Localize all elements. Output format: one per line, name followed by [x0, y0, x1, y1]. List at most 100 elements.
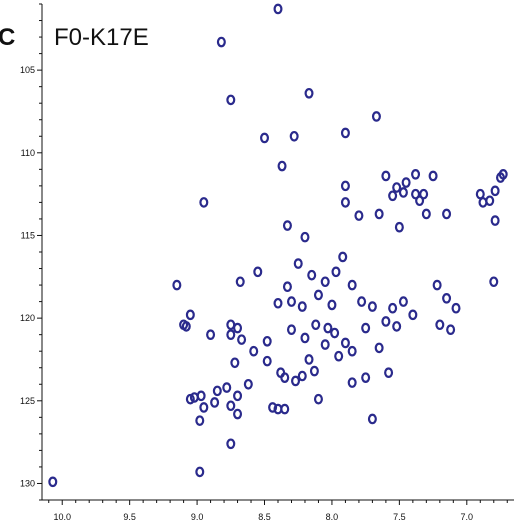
peak: [327, 299, 337, 311]
peak: [490, 215, 500, 226]
peak: [199, 197, 209, 208]
peak: [442, 208, 452, 220]
peak: [282, 220, 292, 231]
peak: [300, 332, 310, 344]
peak: [243, 378, 253, 390]
peak: [199, 402, 209, 413]
peak: [411, 188, 421, 200]
x-tick-label: 8.5: [258, 512, 271, 522]
peak: [392, 182, 402, 193]
peak: [313, 393, 323, 405]
peak: [48, 476, 58, 488]
peak: [226, 329, 236, 340]
peak: [300, 231, 310, 243]
y-tick-label: 130: [20, 478, 35, 488]
peak: [432, 279, 442, 291]
peak: [374, 208, 384, 220]
peak: [233, 408, 243, 420]
peak: [286, 296, 296, 307]
x-axis: 10.0 9.5 9.0 8.5 8.0 7.5 7.0: [48, 500, 508, 522]
peak: [307, 269, 317, 281]
peak: [313, 289, 323, 301]
peak: [347, 345, 357, 357]
peak: [185, 309, 195, 321]
peak: [323, 322, 333, 334]
peak: [398, 296, 408, 307]
peak: [381, 316, 391, 327]
peak: [347, 279, 357, 291]
peak: [289, 130, 299, 142]
peak: [384, 367, 394, 378]
peak: [374, 342, 384, 354]
x-tick-label: 7.5: [393, 512, 406, 522]
peak: [331, 266, 341, 278]
peak: [210, 397, 220, 408]
peak: [181, 321, 191, 332]
x-tick-label: 10.0: [53, 512, 71, 522]
y-tick-label: 115: [21, 230, 35, 240]
peak: [388, 190, 398, 202]
x-tick-label: 9.0: [191, 512, 204, 522]
peak: [320, 339, 330, 350]
peak: [195, 415, 205, 426]
peak: [330, 327, 340, 339]
peak: [340, 337, 350, 349]
peak: [428, 170, 438, 182]
peak: [260, 132, 270, 144]
peak: [442, 292, 452, 304]
y-tick-label: 120: [20, 313, 35, 323]
peak: [280, 403, 290, 415]
peak: [340, 127, 350, 139]
peak: [357, 296, 367, 307]
peak: [446, 324, 456, 336]
chart-title: F0-K17E: [54, 24, 149, 51]
peak: [297, 301, 307, 312]
peak: [268, 402, 278, 413]
peak: [411, 168, 421, 180]
peak: [233, 322, 243, 334]
peak: [338, 251, 348, 263]
peak: [311, 319, 321, 331]
peak: [262, 355, 272, 367]
peak: [216, 36, 226, 48]
peak: [361, 372, 371, 383]
peak: [435, 319, 445, 331]
peak: [235, 276, 245, 288]
peak: [408, 309, 418, 321]
peak: [273, 297, 283, 309]
peak: [304, 87, 314, 99]
peak: [394, 221, 404, 233]
peak: [206, 329, 216, 340]
peak: [226, 400, 236, 412]
peak: [478, 197, 488, 208]
peak: [196, 390, 206, 402]
peak: [273, 3, 283, 15]
peak: [297, 370, 307, 382]
peak: [212, 385, 222, 397]
panel-label: C: [0, 24, 15, 51]
peak: [398, 187, 408, 198]
peak: [354, 210, 364, 221]
peak: [415, 195, 425, 207]
peak: [172, 279, 182, 291]
peak: [451, 302, 461, 314]
y-axis: 105 110 115 120 125 130: [20, 3, 42, 501]
peak: [249, 345, 259, 357]
x-tick-label: 7.0: [461, 512, 474, 522]
peak: [347, 377, 357, 388]
peak: [367, 413, 377, 425]
peak: [419, 188, 429, 200]
peak: [401, 177, 411, 188]
peak: [262, 335, 272, 347]
peak: [498, 168, 508, 180]
peak: [222, 382, 232, 393]
peak: [320, 276, 330, 288]
peak: [371, 111, 381, 122]
peak: [304, 354, 314, 365]
peak: [334, 350, 344, 362]
peak: [282, 281, 292, 293]
peak: [280, 372, 290, 383]
peak: [367, 301, 377, 312]
